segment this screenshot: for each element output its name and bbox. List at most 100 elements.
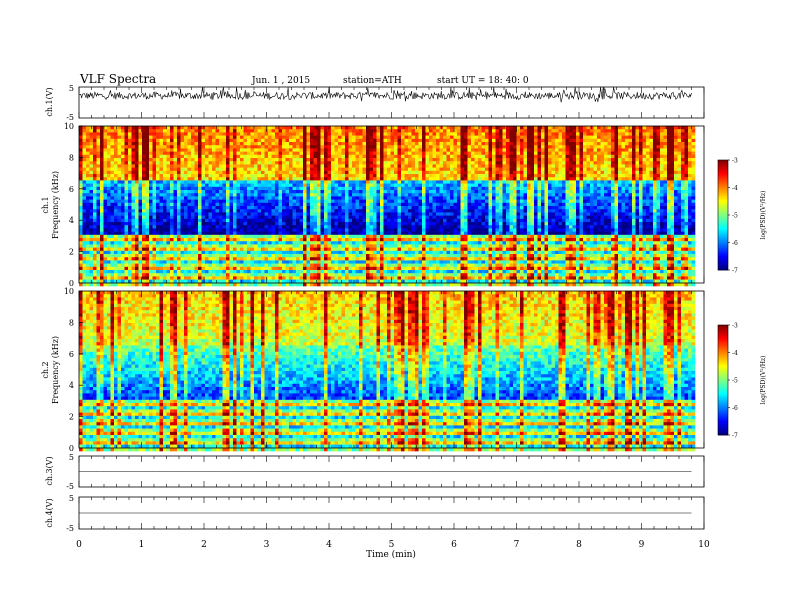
spectrogram-cell <box>320 154 325 159</box>
spectrogram-cell <box>152 151 157 156</box>
spectrogram-cell <box>373 260 377 264</box>
spectrogram-cell <box>152 273 157 277</box>
spectrogram-cell <box>411 138 416 143</box>
spectrogram-cell <box>401 241 405 245</box>
spectrogram-cell <box>89 273 94 277</box>
spectrogram-cell <box>359 244 363 248</box>
spectrogram-cell <box>415 174 419 178</box>
spectrogram-cell <box>306 212 311 216</box>
spectrogram-cell <box>229 257 234 261</box>
spectrogram-cell <box>254 158 258 162</box>
spectrogram-cell <box>79 244 83 248</box>
spectrogram-cell <box>373 218 377 223</box>
spectrogram-cell <box>292 183 297 188</box>
spectrogram-cell <box>212 225 216 229</box>
spectrogram-cell <box>324 186 328 191</box>
spectrogram-cell <box>380 190 384 194</box>
spectrogram-cell <box>282 196 286 200</box>
spectrogram-cell <box>366 193 370 197</box>
spectrogram-cell <box>306 282 311 287</box>
spectrogram-cell <box>415 282 419 287</box>
spectrogram-cell <box>338 174 342 178</box>
spectrogram-cell <box>236 161 241 165</box>
spectrogram-cell <box>194 206 199 210</box>
spectrogram-cell <box>282 206 286 210</box>
spectrogram-cell <box>397 142 402 146</box>
spectrogram-cell <box>285 186 290 191</box>
spectrogram-cell <box>149 196 153 200</box>
spectrogram-cell <box>86 228 90 232</box>
spectrogram-cell <box>93 199 97 204</box>
spectrogram-cell <box>229 222 234 226</box>
spectrogram-cell <box>156 215 160 220</box>
spectrogram-cell <box>142 180 146 184</box>
spectrogram-cell <box>310 138 314 143</box>
spectrogram-cell <box>173 260 178 264</box>
spectrogram-cell <box>180 151 185 156</box>
spectrogram-cell <box>268 186 272 191</box>
spectrogram-cell <box>201 215 206 220</box>
spectrogram-cell <box>306 170 311 175</box>
spectrogram-cell <box>250 263 255 268</box>
spectrogram-cell <box>219 190 223 194</box>
spectrogram-cell <box>254 170 258 175</box>
spectrogram-cell <box>334 177 339 181</box>
spectrogram-cell <box>366 170 370 175</box>
spectrogram-cell <box>359 145 363 149</box>
spectrogram-cell <box>191 138 195 143</box>
spectrogram-cell <box>205 154 209 159</box>
spectrogram-cell <box>131 190 136 194</box>
spectrogram-cell <box>362 202 367 207</box>
spectrogram-cell <box>212 196 216 200</box>
spectrogram-cell <box>296 276 300 280</box>
spectrogram-cell <box>135 212 139 216</box>
spectrogram-cell <box>226 225 230 229</box>
spectrogram-cell <box>341 193 346 197</box>
spectrogram-cell <box>229 238 234 242</box>
spectrogram-cell <box>208 254 213 258</box>
spectrogram-cell <box>82 196 87 200</box>
spectrogram-cell <box>352 186 356 191</box>
spectrogram-cell <box>114 257 118 261</box>
spectrogram-cell <box>219 138 223 143</box>
spectrogram-cell <box>418 250 423 255</box>
spectrogram-cell <box>156 170 160 175</box>
spectrogram-cell <box>86 183 90 188</box>
spectrogram-cell <box>138 250 143 255</box>
spectrogram-cell <box>240 145 244 149</box>
spectrogram-cell <box>184 161 188 165</box>
spectrogram-cell <box>408 148 412 152</box>
spectrogram-cell <box>345 241 349 245</box>
spectrogram-cell <box>408 215 412 220</box>
spectrogram-cell <box>121 126 125 130</box>
spectrogram-cell <box>128 206 132 210</box>
spectrogram-cell <box>212 250 216 255</box>
spectrogram-cell <box>82 244 87 248</box>
spectrogram-cell <box>86 260 90 264</box>
spectrogram-cell <box>96 209 101 213</box>
spectrogram-cell <box>96 266 101 271</box>
spectrogram-cell <box>355 186 360 191</box>
spectrogram-cell <box>198 247 202 252</box>
spectrogram-cell <box>254 154 258 159</box>
spectrogram-cell <box>250 225 255 229</box>
spectrogram-cell <box>348 126 353 130</box>
spectrogram-cell <box>310 151 314 156</box>
spectrogram-cell <box>359 209 363 213</box>
spectrogram-cell <box>191 276 195 280</box>
spectrogram-cell <box>261 244 265 248</box>
spectrogram-cell <box>103 247 108 252</box>
spectrogram-cell <box>397 263 402 268</box>
spectrogram-cell <box>415 129 419 133</box>
spectrogram-cell <box>215 276 220 280</box>
spectrogram-cell <box>121 270 125 274</box>
spectrogram-cell <box>194 138 199 143</box>
spectrogram-cell <box>387 138 391 143</box>
spectrogram-cell <box>352 158 356 162</box>
spectrogram-cell <box>177 206 181 210</box>
spectrogram-cell <box>198 145 202 149</box>
spectrogram-cell <box>208 196 213 200</box>
spectrogram-cell <box>173 225 178 229</box>
spectrogram-cell <box>114 154 118 159</box>
spectrogram-cell <box>124 129 129 133</box>
